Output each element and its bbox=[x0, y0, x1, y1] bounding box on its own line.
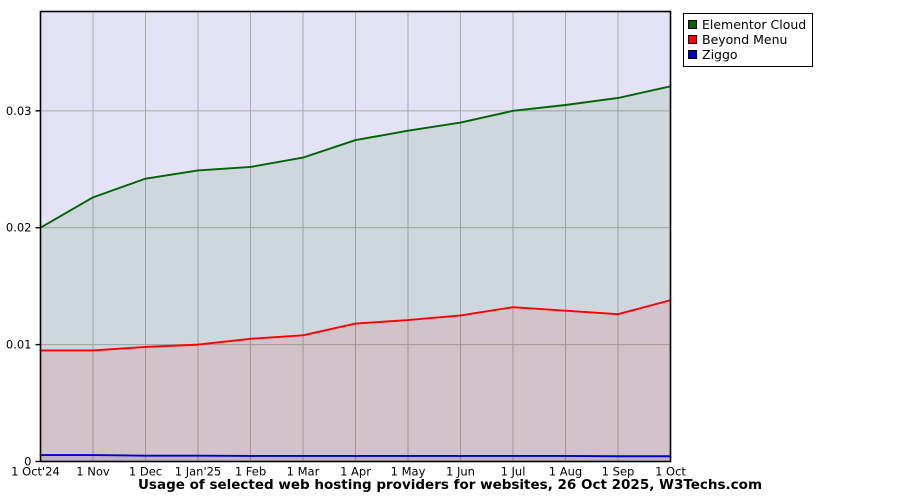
legend-label-beyond-menu: Beyond Menu bbox=[702, 32, 788, 47]
x-tick-label: 1 Jan'25 bbox=[175, 465, 222, 479]
legend-item-elementor-cloud: Elementor Cloud bbox=[688, 17, 806, 32]
y-tick-label: 0.03 bbox=[6, 104, 32, 118]
x-axis-tick-labels: 1 Oct'24 1 Nov 1 Dec 1 Jan'25 1 Feb 1 Mar 1 Ap… bbox=[11, 465, 686, 479]
y-axis-tick-labels: 0 0.01 0.02 0.03 bbox=[6, 104, 41, 469]
x-tick-label: 1 Aug bbox=[549, 465, 582, 479]
series-lines bbox=[39, 85, 672, 458]
x-tick-label: 1 Apr bbox=[340, 465, 371, 479]
x-tick-label: 1 Jun bbox=[446, 465, 475, 479]
x-tick-label: 1 Oct bbox=[655, 465, 686, 479]
legend-item-ziggo: Ziggo bbox=[688, 47, 806, 62]
x-tick-label: 1 Nov bbox=[76, 465, 110, 479]
x-tick-label: 1 Dec bbox=[129, 465, 162, 479]
x-tick-label: 1 May bbox=[391, 465, 426, 479]
legend-item-beyond-menu: Beyond Menu bbox=[688, 32, 806, 47]
chart-caption: Usage of selected web hosting providers … bbox=[137, 477, 763, 493]
legend-label-elementor-cloud: Elementor Cloud bbox=[702, 17, 807, 32]
legend-swatch-beyond-menu bbox=[688, 35, 697, 44]
x-tick-label: 1 Oct'24 bbox=[11, 465, 60, 479]
chart-legend: Elementor Cloud Beyond Menu Ziggo bbox=[683, 13, 814, 67]
x-tick-label: 1 Sep bbox=[602, 465, 635, 479]
axis-frame bbox=[39, 10, 672, 463]
x-tick-label: 1 Mar bbox=[287, 465, 320, 479]
legend-swatch-ziggo bbox=[688, 50, 697, 59]
y-tick-label: 0.02 bbox=[6, 221, 32, 235]
y-tick-label: 0.01 bbox=[6, 338, 32, 352]
x-tick-label: 1 Jul bbox=[501, 465, 526, 479]
x-tick-label: 1 Feb bbox=[235, 465, 266, 479]
legend-label-ziggo: Ziggo bbox=[702, 47, 738, 62]
legend-swatch-elementor-cloud bbox=[688, 20, 697, 29]
y-tick-label: 0 bbox=[24, 455, 31, 469]
